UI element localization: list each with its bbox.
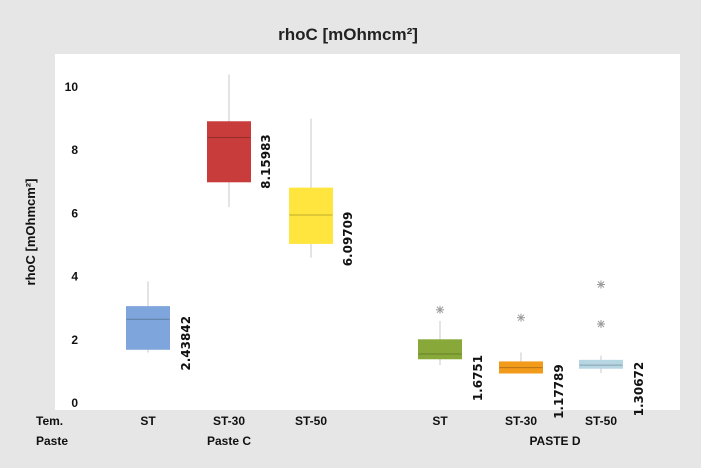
y-tick-label: 8: [71, 143, 78, 157]
box-3: 1.6751: [418, 305, 485, 401]
plot-area: [55, 54, 680, 410]
category-label: ST: [140, 414, 156, 428]
value-label: 8.15983: [259, 134, 273, 189]
value-label: 1.17789: [552, 364, 566, 419]
category-labels: ST ST-30 ST-50 ST ST-30 ST-50: [140, 414, 617, 428]
group-label-paste-c: Paste C: [207, 434, 251, 448]
box-body: [289, 187, 333, 244]
boxes: 2.43842 8.15983 6.09709 1.6751 1.17789 1.3067…: [126, 74, 646, 419]
category-label: ST-50: [295, 414, 327, 428]
box-body: [207, 121, 251, 183]
category-label: ST-50: [585, 414, 617, 428]
group-label-paste-d: PASTE D: [529, 434, 580, 448]
box-0: 2.43842: [126, 281, 193, 371]
y-axis-label: rhoC [mOhmcm²]: [23, 179, 38, 286]
box-body: [126, 306, 170, 350]
value-label: 1.6751: [471, 355, 485, 401]
box-2: 6.09709: [289, 118, 355, 267]
value-label: 1.30672: [632, 362, 646, 417]
y-tick-label: 0: [71, 396, 78, 410]
box-1: 8.15983: [207, 74, 273, 208]
category-label: ST-30: [505, 414, 537, 428]
y-ticks: 0 2 4 6 8 10: [65, 80, 79, 410]
y-tick-label: 10: [65, 80, 79, 94]
category-label: ST: [432, 414, 448, 428]
y-tick-label: 6: [71, 206, 78, 220]
row-label-tem: Tem.: [36, 414, 63, 428]
category-label: ST-30: [213, 414, 245, 428]
y-tick-label: 4: [71, 270, 78, 284]
box-body: [418, 339, 462, 360]
outlier-point: [597, 320, 605, 328]
value-label: 6.09709: [341, 212, 355, 267]
outlier-point: [436, 305, 444, 314]
box-body: [579, 359, 623, 369]
box-body: [499, 361, 543, 374]
outlier-point: [597, 280, 605, 289]
row-label-paste: Paste: [36, 434, 68, 448]
chart-title: rhoC [mOhmcm²]: [278, 25, 418, 44]
box-4: 1.17789: [499, 313, 566, 419]
y-tick-label: 2: [71, 333, 78, 347]
outlier-point: [517, 313, 525, 322]
box-5: 1.30672: [579, 280, 646, 417]
value-label: 2.43842: [179, 316, 193, 371]
